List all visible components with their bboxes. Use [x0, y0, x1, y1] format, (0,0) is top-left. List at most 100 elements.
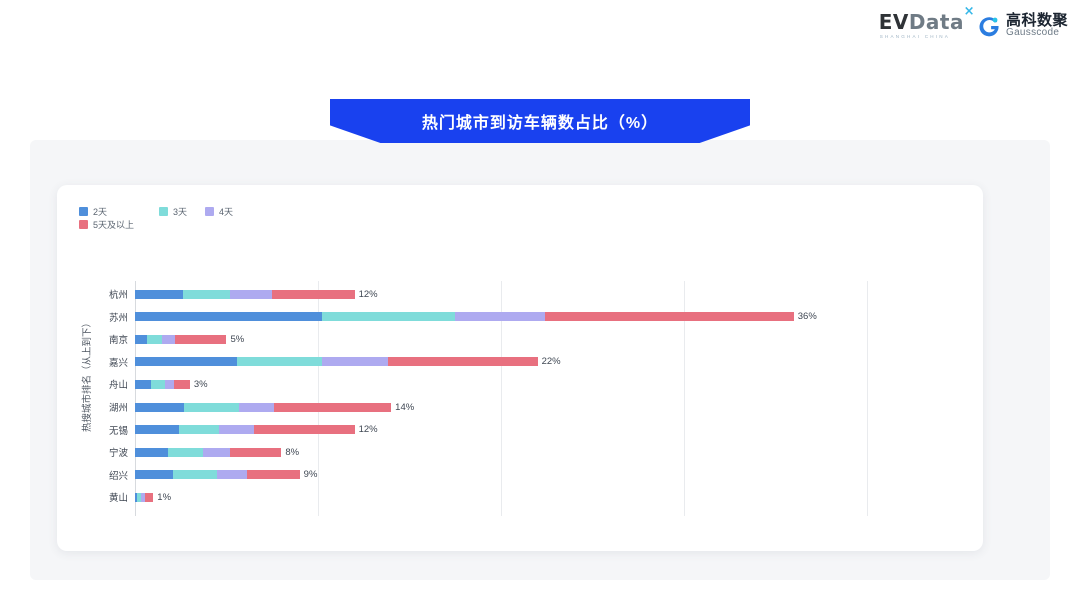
- bar-value-label: 1%: [157, 491, 172, 503]
- legend-swatch-4d: [205, 207, 215, 216]
- bar-segment-3[interactable]: [141, 492, 146, 502]
- bar-segment-1[interactable]: [135, 425, 179, 435]
- stacked-bar[interactable]: [135, 492, 154, 502]
- bar-row: 黄山 1%: [102, 486, 947, 508]
- bar-segment-2[interactable]: [167, 447, 203, 457]
- bar-segment-3[interactable]: [165, 379, 175, 389]
- bar-row: 南京 5%: [102, 328, 947, 350]
- bar-segment-4[interactable]: [253, 425, 355, 435]
- stacked-bar[interactable]: [135, 312, 794, 322]
- bar-row: 苏州 36%: [102, 306, 947, 328]
- bar-segment-1[interactable]: [135, 357, 238, 367]
- bar-segment-4[interactable]: [246, 470, 300, 480]
- stacked-bar[interactable]: [135, 447, 282, 457]
- bar-segment-2[interactable]: [173, 470, 218, 480]
- y-axis-tick-label: 舟山: [108, 380, 128, 392]
- bar-segment-3[interactable]: [202, 447, 231, 457]
- y-axis-line: [135, 281, 136, 516]
- stacked-bar[interactable]: [135, 289, 355, 299]
- bar-segment-4[interactable]: [387, 357, 538, 367]
- bar-value-label: 22%: [541, 356, 561, 368]
- gausscode-logo: 高科数聚 Gausscode: [978, 11, 1068, 39]
- bar-segment-4[interactable]: [145, 492, 154, 502]
- bar-segment-3[interactable]: [239, 402, 275, 412]
- bar-segment-4[interactable]: [544, 312, 794, 322]
- bar-segment-2[interactable]: [178, 425, 220, 435]
- bar-segment-4[interactable]: [175, 334, 227, 344]
- bar-segment-2[interactable]: [321, 312, 456, 322]
- bar-segment-2[interactable]: [151, 379, 166, 389]
- bar-row: 绍兴 9%: [102, 464, 947, 486]
- stacked-bar[interactable]: [135, 334, 227, 344]
- stacked-bar[interactable]: [135, 357, 538, 367]
- gausscode-name-cn: 高科数聚: [1005, 11, 1068, 29]
- bar-segment-2[interactable]: [184, 402, 240, 412]
- legend-item-2d[interactable]: 2天: [79, 205, 107, 218]
- bar-segment-4[interactable]: [274, 402, 392, 412]
- bar-segment-2[interactable]: [146, 334, 163, 344]
- gausscode-text: 高科数聚 Gausscode: [1005, 11, 1068, 39]
- y-axis-tick-label: 无锡: [108, 425, 128, 437]
- bar-segment-4[interactable]: [174, 379, 190, 389]
- plot-wrapper: 热搜城市排名（从上到下） 杭州 12% 苏州 36% 南京 5% 嘉兴 22% 舟山 3% 湖州 14…: [57, 185, 983, 551]
- bar-row: 无锡 12%: [102, 419, 947, 441]
- stacked-bar[interactable]: [135, 402, 392, 412]
- bar-segment-2[interactable]: [237, 357, 322, 367]
- evdata-logo: EVData × SHANGHAI CHINA: [878, 5, 975, 40]
- legend-item-3d[interactable]: 3天: [159, 205, 187, 218]
- bar-segment-1[interactable]: [135, 492, 137, 502]
- bar-segment-1[interactable]: [135, 470, 174, 480]
- plot-area: 杭州 12% 苏州 36% 南京 5% 嘉兴 22% 舟山 3% 湖州 14% 无锡 12% 宁波 8% 绍兴 9…: [102, 281, 947, 516]
- bar-row: 嘉兴 22%: [102, 351, 947, 373]
- evdata-ev-text: EV: [878, 10, 909, 34]
- logo-group: EVData × SHANGHAI CHINA 高科数聚 Gausscode: [878, 5, 1068, 40]
- legend-item-5d-plus[interactable]: 5天及以上: [79, 218, 134, 231]
- bar-segment-3[interactable]: [162, 334, 176, 344]
- legend-item-4d[interactable]: 4天: [205, 205, 233, 218]
- legend-row-2: 5天及以上: [79, 218, 379, 231]
- y-axis-tick-label: 绍兴: [108, 470, 128, 482]
- bar-value-label: 14%: [395, 401, 415, 413]
- bar-segment-2[interactable]: [136, 492, 142, 502]
- chart-card: 2天 3天 4天 5天及以上 热搜城市排名（从上到下） 杭州 12: [57, 185, 983, 551]
- bar-track: 14%: [135, 396, 947, 418]
- legend-label-4d: 4天: [219, 207, 234, 217]
- bar-track: 12%: [135, 283, 947, 305]
- legend-swatch-3d: [159, 207, 169, 216]
- bar-segment-1[interactable]: [135, 312, 322, 322]
- gridline-10: [318, 281, 319, 516]
- bar-segment-1[interactable]: [135, 447, 168, 457]
- bar-track: 9%: [135, 464, 947, 486]
- y-axis-tick-label: 杭州: [108, 290, 128, 301]
- evdata-wordmark: EVData ×: [878, 5, 975, 34]
- bar-track: 8%: [135, 441, 947, 463]
- bar-segment-3[interactable]: [230, 289, 273, 299]
- bar-segment-1[interactable]: [135, 334, 147, 344]
- bar-segment-3[interactable]: [321, 357, 388, 367]
- y-axis-tick-label: 嘉兴: [108, 357, 128, 369]
- bar-track: 1%: [135, 486, 947, 508]
- legend-label-2d: 2天: [93, 207, 108, 217]
- y-axis-tick-label: 宁波: [108, 448, 128, 460]
- bar-segment-2[interactable]: [182, 289, 231, 299]
- bar-segment-3[interactable]: [455, 312, 545, 322]
- bar-value-label: 9%: [303, 469, 318, 481]
- stacked-bar[interactable]: [135, 470, 300, 480]
- bar-value-label: 12%: [358, 288, 378, 300]
- bar-segment-1[interactable]: [135, 289, 183, 299]
- legend-label-5d-plus: 5天及以上: [93, 220, 135, 230]
- bar-value-label: 3%: [193, 378, 208, 390]
- stacked-bar[interactable]: [135, 379, 190, 389]
- gridlines: [135, 281, 947, 516]
- bar-track: 12%: [135, 419, 947, 441]
- bar-track: 36%: [135, 306, 947, 328]
- bar-segment-4[interactable]: [230, 447, 282, 457]
- bar-segment-3[interactable]: [217, 470, 247, 480]
- bar-value-label: 36%: [797, 311, 817, 323]
- bar-segment-3[interactable]: [219, 425, 254, 435]
- bar-segment-1[interactable]: [135, 402, 185, 412]
- stacked-bar[interactable]: [135, 425, 355, 435]
- legend-swatch-2d: [79, 207, 88, 216]
- bar-segment-1[interactable]: [135, 379, 152, 389]
- bar-segment-4[interactable]: [272, 289, 355, 299]
